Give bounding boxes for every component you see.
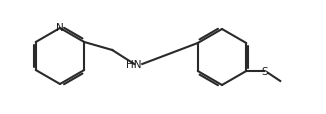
- Text: HN: HN: [126, 60, 142, 69]
- Text: S: S: [261, 66, 268, 76]
- Text: N: N: [56, 23, 64, 33]
